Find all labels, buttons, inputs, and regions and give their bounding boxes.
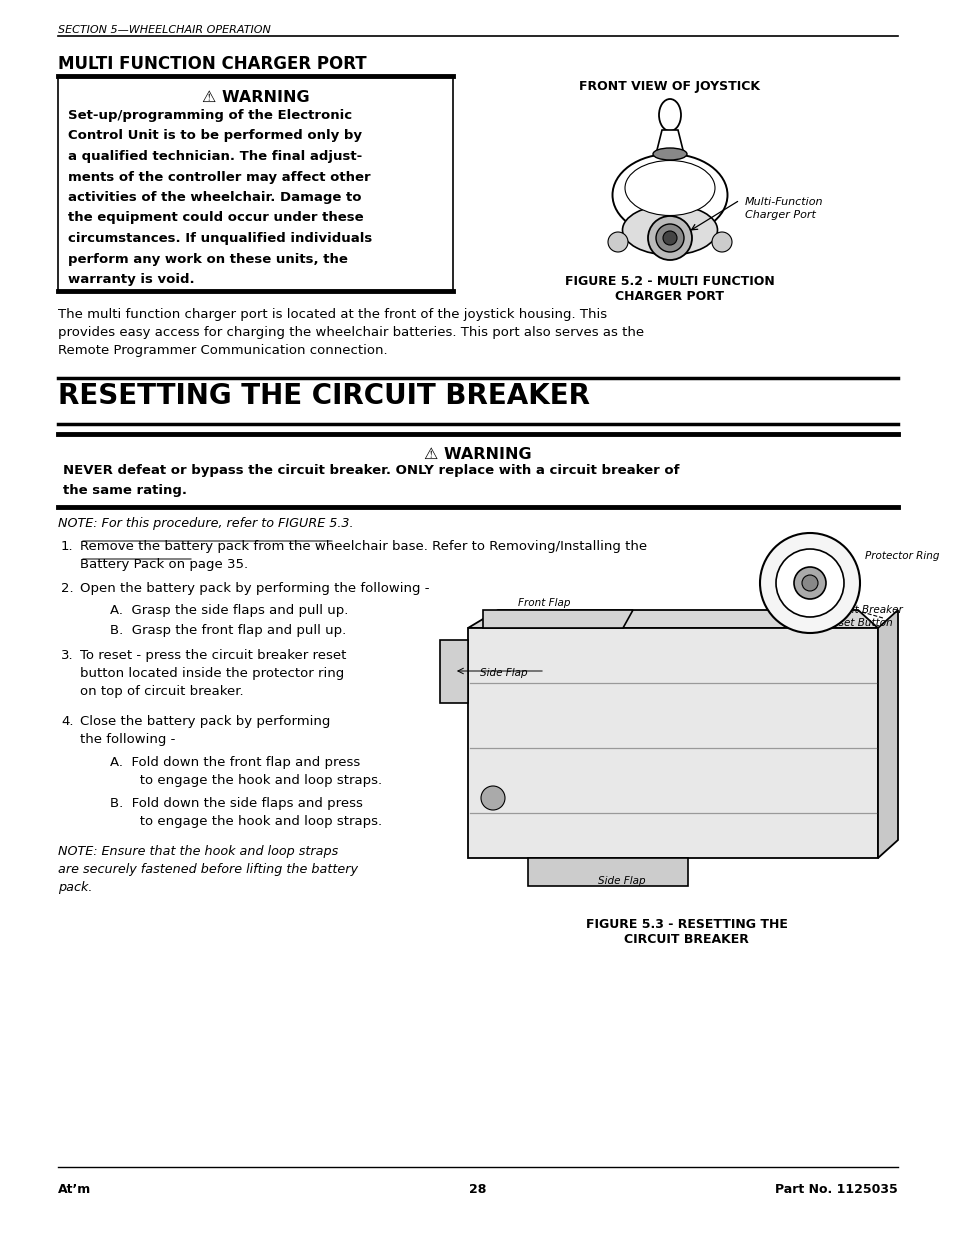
Text: NOTE: Ensure that the hook and loop straps: NOTE: Ensure that the hook and loop stra… bbox=[58, 845, 338, 858]
Text: button located inside the protector ring: button located inside the protector ring bbox=[80, 667, 344, 680]
Circle shape bbox=[801, 576, 817, 592]
Ellipse shape bbox=[624, 161, 714, 215]
Text: 3.: 3. bbox=[61, 650, 73, 662]
Text: Set-up/programming of the Electronic: Set-up/programming of the Electronic bbox=[68, 109, 352, 122]
Polygon shape bbox=[439, 640, 468, 703]
Text: Front Flap: Front Flap bbox=[517, 598, 570, 608]
Text: to engage the hook and loop straps.: to engage the hook and loop straps. bbox=[110, 815, 382, 827]
Text: Close the battery pack by performing: Close the battery pack by performing bbox=[80, 715, 330, 727]
Circle shape bbox=[607, 232, 627, 252]
Polygon shape bbox=[527, 858, 687, 885]
Text: At’m: At’m bbox=[58, 1183, 91, 1195]
Text: NOTE: For this procedure, refer to FIGURE 5.3.: NOTE: For this procedure, refer to FIGUR… bbox=[58, 517, 354, 530]
Text: pack.: pack. bbox=[58, 881, 92, 894]
Text: RESETTING THE CIRCUIT BREAKER: RESETTING THE CIRCUIT BREAKER bbox=[58, 382, 589, 410]
Polygon shape bbox=[482, 610, 633, 629]
Circle shape bbox=[656, 224, 683, 252]
Text: SECTION 5—WHEELCHAIR OPERATION: SECTION 5—WHEELCHAIR OPERATION bbox=[58, 25, 271, 35]
Text: FIGURE 5.3 - RESETTING THE: FIGURE 5.3 - RESETTING THE bbox=[585, 918, 786, 931]
Text: A.  Grasp the side flaps and pull up.: A. Grasp the side flaps and pull up. bbox=[110, 604, 348, 618]
Circle shape bbox=[793, 567, 825, 599]
Text: B.  Grasp the front flap and pull up.: B. Grasp the front flap and pull up. bbox=[110, 624, 346, 637]
Text: ⚠ WARNING: ⚠ WARNING bbox=[424, 447, 531, 462]
Text: Open the battery pack by performing the following -: Open the battery pack by performing the … bbox=[80, 582, 429, 595]
Ellipse shape bbox=[652, 148, 686, 161]
Text: MULTI FUNCTION CHARGER PORT: MULTI FUNCTION CHARGER PORT bbox=[58, 56, 366, 73]
Text: Side Flap: Side Flap bbox=[479, 668, 527, 678]
Circle shape bbox=[711, 232, 731, 252]
Text: CIRCUIT BREAKER: CIRCUIT BREAKER bbox=[623, 932, 748, 946]
Text: Part No. 1125035: Part No. 1125035 bbox=[775, 1183, 897, 1195]
Text: Side Flap: Side Flap bbox=[598, 876, 645, 885]
Circle shape bbox=[760, 534, 859, 634]
Text: CHARGER PORT: CHARGER PORT bbox=[615, 290, 723, 303]
Text: To reset - press the circuit breaker reset: To reset - press the circuit breaker res… bbox=[80, 650, 346, 662]
Text: Multi-Function
Charger Port: Multi-Function Charger Port bbox=[744, 198, 822, 220]
Text: 28: 28 bbox=[469, 1183, 486, 1195]
Text: 1.: 1. bbox=[61, 540, 73, 553]
Text: to engage the hook and loop straps.: to engage the hook and loop straps. bbox=[110, 774, 382, 787]
Polygon shape bbox=[468, 629, 877, 858]
Text: FRONT VIEW OF JOYSTICK: FRONT VIEW OF JOYSTICK bbox=[578, 80, 760, 93]
Text: warranty is void.: warranty is void. bbox=[68, 273, 194, 287]
Text: Reset Button: Reset Button bbox=[824, 618, 892, 629]
Polygon shape bbox=[656, 130, 683, 154]
Text: ments of the controller may affect other: ments of the controller may affect other bbox=[68, 170, 370, 184]
Text: circumstances. If unqualified individuals: circumstances. If unqualified individual… bbox=[68, 232, 372, 245]
Text: Circuit Breaker: Circuit Breaker bbox=[824, 605, 902, 615]
Polygon shape bbox=[468, 610, 877, 629]
Text: provides easy access for charging the wheelchair batteries. This port also serve: provides easy access for charging the wh… bbox=[58, 326, 643, 338]
Text: NEVER defeat or bypass the circuit breaker. ONLY replace with a circuit breaker : NEVER defeat or bypass the circuit break… bbox=[63, 464, 679, 477]
Text: ⚠ WARNING: ⚠ WARNING bbox=[201, 90, 309, 105]
Text: a qualified technician. The final adjust-: a qualified technician. The final adjust… bbox=[68, 149, 362, 163]
Text: on top of circuit breaker.: on top of circuit breaker. bbox=[80, 685, 243, 698]
Ellipse shape bbox=[612, 154, 727, 236]
Text: the same rating.: the same rating. bbox=[63, 484, 187, 496]
Text: the equipment could occur under these: the equipment could occur under these bbox=[68, 211, 363, 225]
Ellipse shape bbox=[622, 205, 717, 254]
Text: Protector Ring: Protector Ring bbox=[864, 551, 939, 561]
Text: FIGURE 5.2 - MULTI FUNCTION: FIGURE 5.2 - MULTI FUNCTION bbox=[564, 275, 774, 288]
Circle shape bbox=[662, 231, 677, 245]
Text: 4.: 4. bbox=[61, 715, 73, 727]
Text: Battery Pack on page 35.: Battery Pack on page 35. bbox=[80, 558, 248, 571]
Text: perform any work on these units, the: perform any work on these units, the bbox=[68, 252, 348, 266]
Text: the following -: the following - bbox=[80, 734, 175, 746]
Text: The multi function charger port is located at the front of the joystick housing.: The multi function charger port is locat… bbox=[58, 308, 606, 321]
Ellipse shape bbox=[659, 99, 680, 131]
Text: 2.: 2. bbox=[61, 582, 73, 595]
Text: Remote Programmer Communication connection.: Remote Programmer Communication connecti… bbox=[58, 345, 387, 357]
Text: B.  Fold down the side flaps and press: B. Fold down the side flaps and press bbox=[110, 797, 362, 810]
Text: Control Unit is to be performed only by: Control Unit is to be performed only by bbox=[68, 130, 361, 142]
Circle shape bbox=[647, 216, 691, 261]
Circle shape bbox=[775, 550, 843, 618]
Text: A.  Fold down the front flap and press: A. Fold down the front flap and press bbox=[110, 756, 360, 769]
Text: are securely fastened before lifting the battery: are securely fastened before lifting the… bbox=[58, 863, 357, 876]
Text: activities of the wheelchair. Damage to: activities of the wheelchair. Damage to bbox=[68, 191, 361, 204]
Text: Remove the battery pack from the wheelchair base. Refer to Removing/Installing t: Remove the battery pack from the wheelch… bbox=[80, 540, 646, 553]
Polygon shape bbox=[877, 610, 897, 858]
Circle shape bbox=[480, 785, 504, 810]
